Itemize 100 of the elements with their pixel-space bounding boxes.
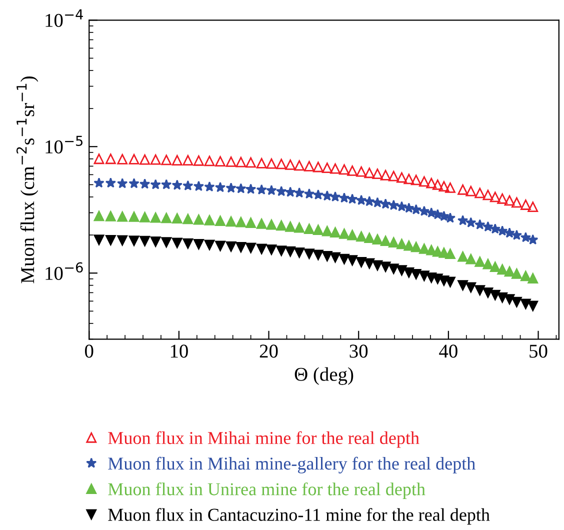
legend-label: Muon flux in Mihai mine-gallery for the real depth bbox=[108, 456, 476, 474]
point bbox=[322, 162, 332, 173]
point bbox=[204, 214, 215, 226]
point bbox=[330, 191, 341, 202]
point bbox=[285, 186, 296, 197]
point bbox=[94, 234, 104, 246]
point bbox=[193, 214, 204, 225]
point bbox=[304, 248, 314, 260]
point bbox=[256, 158, 267, 168]
point bbox=[445, 276, 456, 288]
point bbox=[312, 224, 324, 235]
x-tick-label: 20 bbox=[260, 344, 278, 358]
x-tick-label: 30 bbox=[350, 344, 368, 358]
point bbox=[150, 236, 161, 247]
point bbox=[504, 195, 515, 206]
point bbox=[396, 238, 407, 250]
point bbox=[140, 154, 150, 165]
point bbox=[330, 163, 340, 174]
point bbox=[304, 224, 314, 234]
point bbox=[466, 217, 476, 228]
y-tick-label: 10$^{−6}$ bbox=[46, 262, 83, 280]
point bbox=[346, 194, 358, 204]
point bbox=[246, 157, 256, 168]
point bbox=[161, 179, 172, 190]
point bbox=[528, 202, 538, 212]
point bbox=[182, 238, 194, 249]
point bbox=[520, 200, 531, 210]
point bbox=[511, 268, 522, 279]
point bbox=[94, 154, 104, 164]
point bbox=[117, 211, 128, 222]
point bbox=[410, 204, 422, 214]
point bbox=[438, 210, 450, 221]
point bbox=[204, 181, 215, 192]
point bbox=[466, 186, 476, 196]
point bbox=[418, 176, 430, 187]
point bbox=[511, 296, 522, 308]
point bbox=[294, 247, 305, 258]
point bbox=[520, 270, 531, 282]
point bbox=[215, 156, 226, 167]
point bbox=[410, 174, 422, 186]
point bbox=[497, 193, 508, 204]
point bbox=[347, 230, 358, 240]
point bbox=[193, 180, 204, 191]
point bbox=[128, 212, 140, 222]
point bbox=[482, 221, 494, 232]
point bbox=[466, 282, 476, 293]
point bbox=[474, 285, 486, 296]
y-tick-label: 10$^{−5}$ bbox=[46, 136, 83, 154]
point bbox=[504, 228, 515, 238]
point bbox=[172, 180, 182, 190]
point bbox=[172, 155, 182, 166]
point bbox=[457, 215, 468, 226]
point bbox=[139, 178, 150, 189]
point bbox=[94, 177, 104, 188]
point bbox=[128, 236, 140, 246]
point bbox=[497, 264, 508, 275]
point bbox=[396, 265, 407, 276]
point bbox=[128, 178, 140, 188]
point bbox=[105, 177, 116, 188]
point bbox=[520, 298, 531, 310]
point bbox=[330, 227, 340, 238]
point bbox=[356, 166, 367, 177]
point bbox=[276, 186, 287, 196]
point bbox=[372, 234, 383, 244]
point bbox=[388, 264, 399, 274]
point bbox=[466, 254, 476, 264]
point bbox=[150, 154, 161, 165]
point bbox=[236, 216, 246, 228]
point bbox=[418, 243, 430, 254]
point bbox=[356, 256, 367, 268]
point bbox=[285, 159, 296, 170]
point bbox=[372, 168, 383, 179]
point bbox=[347, 255, 358, 266]
point bbox=[246, 218, 256, 228]
point bbox=[266, 219, 277, 230]
point bbox=[490, 192, 500, 202]
point bbox=[418, 270, 430, 282]
point bbox=[372, 197, 383, 208]
point bbox=[404, 240, 414, 251]
point bbox=[312, 162, 324, 172]
point bbox=[528, 300, 538, 312]
point bbox=[226, 216, 236, 227]
point bbox=[266, 158, 277, 169]
point bbox=[474, 188, 486, 198]
point bbox=[380, 198, 391, 209]
y-tick-label: 10$^{−4}$ bbox=[46, 9, 83, 27]
point bbox=[511, 197, 522, 208]
point bbox=[256, 184, 267, 194]
point bbox=[172, 213, 182, 224]
point bbox=[338, 192, 350, 203]
point bbox=[426, 207, 437, 218]
point bbox=[193, 239, 204, 250]
point bbox=[404, 267, 414, 278]
point bbox=[94, 210, 104, 222]
point bbox=[504, 266, 515, 277]
point bbox=[245, 184, 256, 194]
legend-label: Muon flux in Unirea mine for the real depth bbox=[108, 482, 426, 499]
point bbox=[396, 172, 407, 183]
point bbox=[388, 170, 399, 182]
point bbox=[312, 250, 324, 260]
